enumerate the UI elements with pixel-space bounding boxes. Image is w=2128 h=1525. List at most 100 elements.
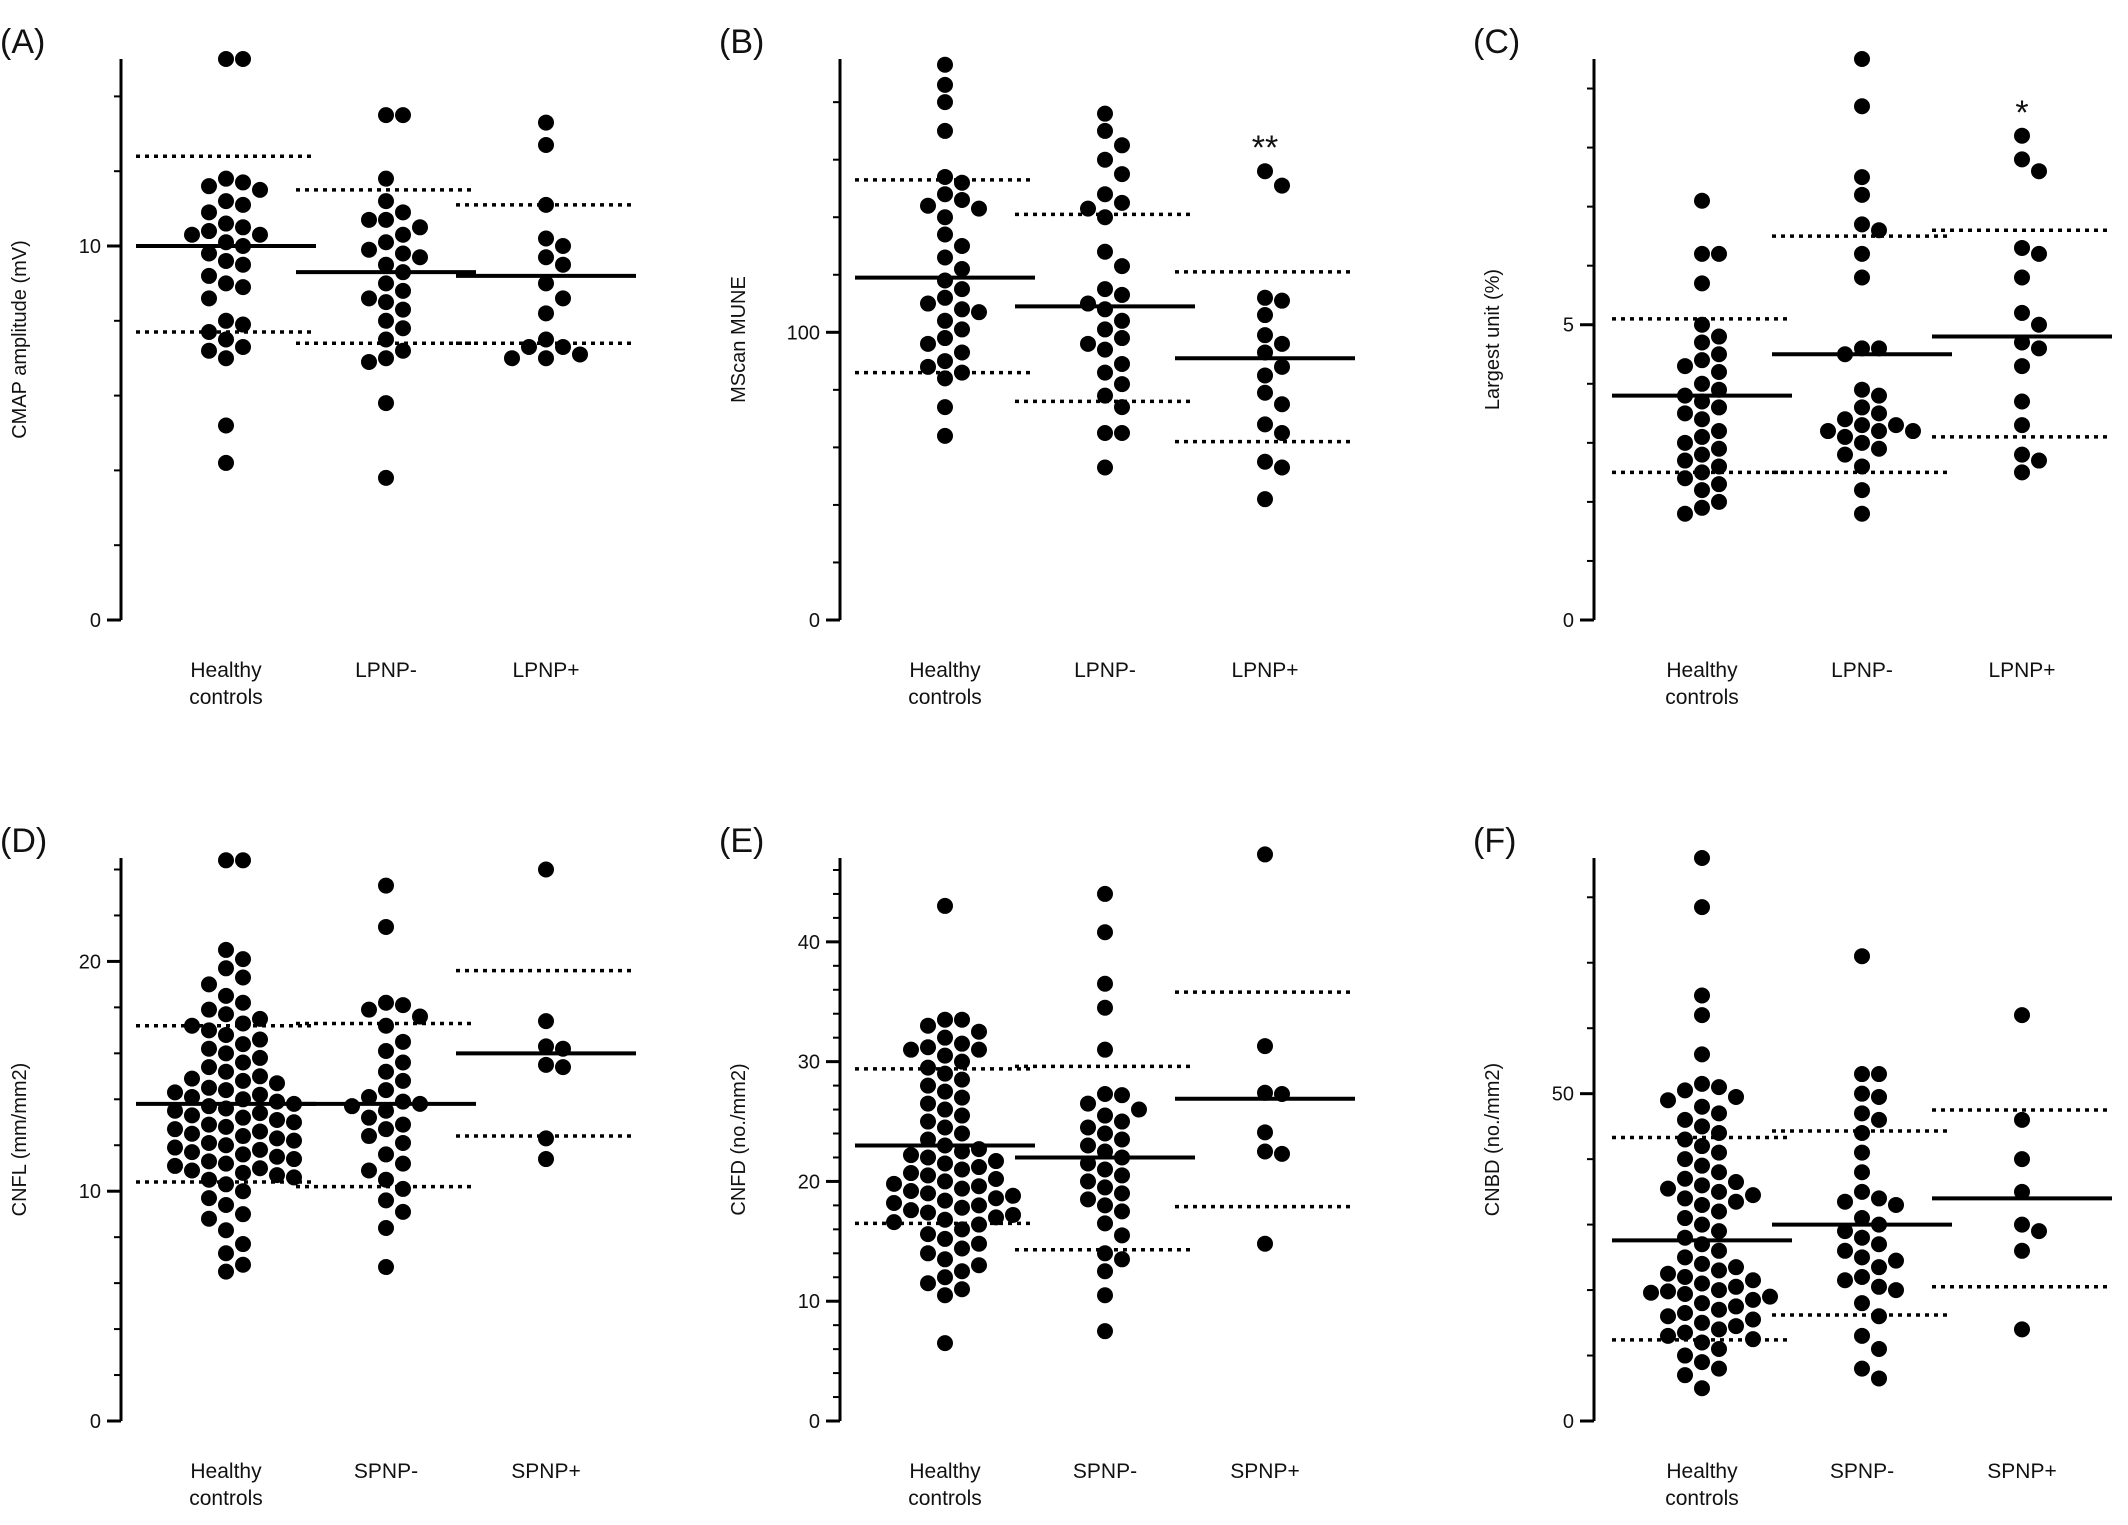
data-point	[1677, 1082, 1693, 1099]
data-point	[1854, 381, 1870, 398]
data-point	[1660, 1327, 1676, 1344]
series-group	[296, 877, 476, 1276]
data-point	[1097, 1107, 1113, 1124]
data-point	[395, 301, 411, 318]
data-point	[954, 1125, 970, 1142]
data-point	[1711, 1203, 1727, 1220]
data-point	[937, 897, 953, 914]
data-point	[988, 1153, 1004, 1170]
data-point	[201, 1001, 217, 1018]
data-point	[1854, 1085, 1870, 1102]
data-point	[1871, 405, 1887, 422]
data-point	[235, 1054, 251, 1071]
data-point	[920, 1245, 936, 1262]
data-point	[218, 960, 234, 977]
series-group	[456, 114, 636, 367]
data-point	[903, 1147, 919, 1164]
data-point	[1677, 1170, 1693, 1187]
data-point	[1114, 194, 1130, 211]
y-tick-label: 50	[1552, 1084, 1574, 1106]
data-point	[2014, 127, 2030, 144]
data-point	[954, 1107, 970, 1124]
data-point	[971, 1235, 987, 1252]
data-point	[555, 338, 571, 355]
category-label: Healthy controls	[908, 659, 982, 709]
data-point	[1677, 1111, 1693, 1128]
data-point	[412, 249, 428, 266]
category-label: LPNP+	[1231, 659, 1298, 682]
data-point	[218, 275, 234, 292]
data-point	[954, 321, 970, 338]
data-point	[920, 1113, 936, 1130]
data-point	[378, 1121, 394, 1138]
category-label: LPNP-	[1074, 659, 1136, 682]
data-point	[269, 1093, 285, 1110]
category-label: Healthy controls	[189, 1460, 263, 1510]
data-point	[1694, 1255, 1710, 1272]
data-point	[235, 1015, 251, 1032]
data-point	[1711, 1183, 1727, 1200]
data-point	[2031, 340, 2047, 357]
data-point	[1677, 1131, 1693, 1148]
data-point	[378, 1171, 394, 1188]
data-point	[1711, 1105, 1727, 1122]
data-point	[378, 107, 394, 124]
data-point	[1871, 1088, 1887, 1105]
data-point	[201, 1040, 217, 1057]
data-point	[1694, 275, 1710, 292]
data-point	[937, 1029, 953, 1046]
data-point	[1694, 499, 1710, 516]
category-label: SPNP-	[1830, 1460, 1894, 1483]
data-point	[920, 1275, 936, 1292]
data-point	[1854, 505, 1870, 522]
data-point	[1677, 1285, 1693, 1302]
data-point	[1694, 446, 1710, 463]
data-point	[2014, 1183, 2030, 1200]
data-point	[2014, 358, 2030, 375]
data-point	[1888, 417, 1904, 434]
data-point	[1711, 1144, 1727, 1161]
data-point	[886, 1194, 902, 1211]
data-point	[1677, 1249, 1693, 1266]
data-point	[1745, 1291, 1761, 1308]
data-point	[378, 170, 394, 187]
data-point	[1728, 1298, 1744, 1315]
data-point	[1694, 1275, 1710, 1292]
data-point	[1711, 1079, 1727, 1096]
data-point	[937, 1119, 953, 1136]
data-point	[1694, 899, 1710, 916]
data-point	[1854, 1268, 1870, 1285]
data-point	[1097, 1041, 1113, 1058]
data-point	[378, 193, 394, 210]
data-point	[395, 204, 411, 221]
data-point	[954, 1199, 970, 1216]
data-point	[1837, 1193, 1853, 1210]
data-point	[235, 1236, 251, 1253]
data-point	[235, 951, 251, 968]
data-point	[252, 1068, 268, 1085]
data-point	[1728, 1174, 1744, 1191]
y-tick-label: 0	[1563, 1411, 1574, 1433]
y-tick-label: 0	[809, 610, 820, 632]
chart-panel: (B) 0 100 MScan MUNE Healthy controls LPNP- LPN…	[719, 23, 1355, 709]
data-point	[235, 174, 251, 191]
data-point	[1114, 355, 1130, 372]
data-point	[361, 211, 377, 228]
category-label: SPNP-	[1073, 1460, 1137, 1483]
data-point	[1871, 440, 1887, 457]
data-point	[1694, 482, 1710, 499]
chart-panel: (C) 0 5 Largest unit (%) Healthy controls LPNP…	[1473, 23, 2112, 709]
data-point	[378, 469, 394, 486]
data-point	[954, 1221, 970, 1238]
data-point	[937, 249, 953, 266]
data-point	[1274, 1145, 1290, 1162]
data-point	[1097, 321, 1113, 338]
data-point	[218, 941, 234, 958]
data-point	[1854, 98, 1870, 115]
panel-label: (B)	[719, 23, 764, 61]
data-point	[218, 1263, 234, 1280]
data-point	[937, 1101, 953, 1118]
data-point	[378, 211, 394, 228]
y-axis-title: Largest unit (%)	[1482, 269, 1504, 410]
data-point	[1854, 482, 1870, 499]
